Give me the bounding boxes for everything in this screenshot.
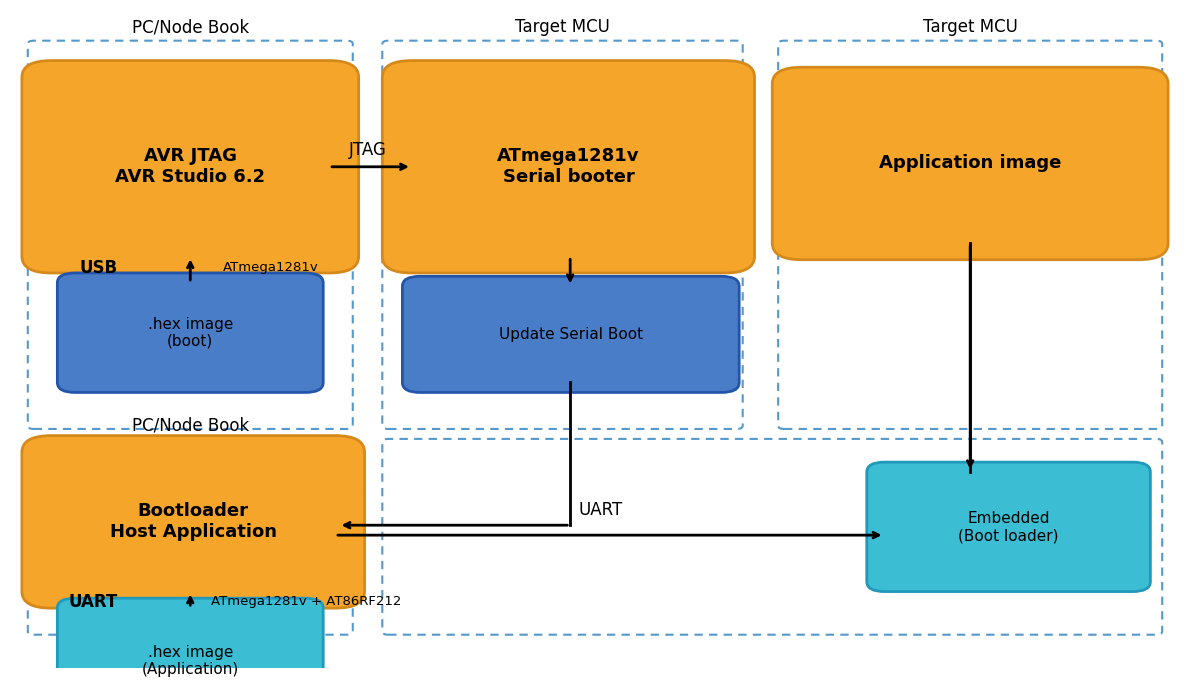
Text: ATmega1281v: ATmega1281v bbox=[223, 261, 319, 274]
FancyBboxPatch shape bbox=[57, 273, 324, 393]
FancyBboxPatch shape bbox=[57, 598, 324, 683]
Text: AVR JTAG
AVR Studio 6.2: AVR JTAG AVR Studio 6.2 bbox=[115, 148, 265, 186]
FancyBboxPatch shape bbox=[382, 61, 754, 273]
FancyBboxPatch shape bbox=[21, 436, 364, 608]
Text: Embedded
(Boot loader): Embedded (Boot loader) bbox=[958, 511, 1059, 543]
FancyBboxPatch shape bbox=[21, 61, 358, 273]
Text: ATmega1281v + AT86RF212: ATmega1281v + AT86RF212 bbox=[211, 595, 401, 608]
Text: Target MCU: Target MCU bbox=[515, 18, 610, 36]
Text: PC/Node Book: PC/Node Book bbox=[132, 18, 249, 36]
Text: UART: UART bbox=[68, 593, 118, 611]
Text: .hex image
(boot): .hex image (boot) bbox=[148, 316, 233, 349]
FancyBboxPatch shape bbox=[866, 462, 1151, 591]
Text: JTAG: JTAG bbox=[349, 141, 387, 159]
Text: Target MCU: Target MCU bbox=[922, 18, 1017, 36]
Text: Bootloader
Host Application: Bootloader Host Application bbox=[109, 503, 277, 541]
Text: Application image: Application image bbox=[879, 154, 1061, 173]
Text: .hex image
(Application): .hex image (Application) bbox=[142, 645, 239, 678]
FancyBboxPatch shape bbox=[772, 67, 1169, 260]
Text: USB: USB bbox=[80, 259, 118, 277]
Text: Update Serial Boot: Update Serial Boot bbox=[499, 327, 643, 342]
Text: PC/Node Book: PC/Node Book bbox=[132, 416, 249, 434]
Text: UART: UART bbox=[578, 501, 624, 519]
Text: ATmega1281v
Serial booter: ATmega1281v Serial booter bbox=[497, 148, 640, 186]
FancyBboxPatch shape bbox=[402, 277, 739, 393]
